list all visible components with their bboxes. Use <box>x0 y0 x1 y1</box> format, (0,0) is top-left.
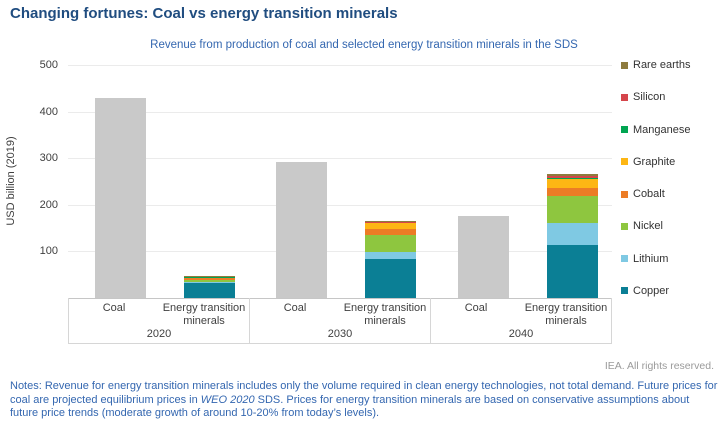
legend-swatch-graphite <box>621 158 628 166</box>
x-label-coal: Coal <box>102 302 126 314</box>
legend: Rare earths Silicon Manganese Graphite Cobal… <box>621 59 691 297</box>
footnotes: Notes: Revenue for energy transition min… <box>10 380 718 421</box>
y-tick-label: 300 <box>39 152 58 165</box>
gridline <box>68 111 612 113</box>
segment-copper-2030 <box>365 258 417 298</box>
x-axis-group-2020: Coal Energy transition minerals 2020 <box>68 298 249 343</box>
gridline <box>68 65 612 66</box>
segment-graphite-2030 <box>365 223 417 230</box>
gridline <box>68 204 612 206</box>
y-tick-label: 200 <box>39 198 58 211</box>
segment-lithium-2020 <box>184 281 235 283</box>
legend-item-silicon: Silicon <box>621 91 691 103</box>
gridline <box>68 158 612 160</box>
x-axis-bar-labels: Coal Energy transition minerals <box>69 298 249 328</box>
legend-label: Rare earths <box>633 59 691 71</box>
legend-label: Manganese <box>633 123 691 136</box>
x-label-energy-transition-minerals: Energy transition minerals <box>162 302 246 327</box>
chart-subtitle: Revenue from production of coal and sele… <box>150 39 578 51</box>
gridline <box>68 251 612 253</box>
segment-manganese-2040 <box>546 178 598 180</box>
segment-copper-2020 <box>184 282 235 298</box>
notes-italic-text: WEO 2020 <box>200 393 255 406</box>
legend-swatch-nickel <box>621 222 628 230</box>
page-title: Changing fortunes: Coal vs energy transi… <box>10 5 398 22</box>
x-axis-bar-labels: Coal Energy transition minerals <box>250 298 430 328</box>
x-label-coal: Coal <box>464 302 488 314</box>
x-label-energy-transition-minerals: Energy transition minerals <box>524 302 608 327</box>
segment-rare-earths-2030 <box>365 220 417 223</box>
energy-transition-minerals-bar-2020 <box>184 275 235 298</box>
x-label-coal: Coal <box>283 302 307 314</box>
x-label-year: 2040 <box>508 328 534 340</box>
legend-label: Graphite <box>633 155 676 168</box>
legend-swatch-rare-earths <box>621 61 628 69</box>
legend-swatch-silicon <box>621 93 628 101</box>
segment-graphite-2040 <box>546 179 598 188</box>
legend-item-copper: Copper <box>621 285 691 297</box>
legend-label: Nickel <box>633 220 663 233</box>
x-label-year: 2030 <box>327 328 353 340</box>
x-label-year: 2020 <box>146 328 172 340</box>
segment-lithium-2040 <box>546 222 598 246</box>
x-axis-group-2030: Coal Energy transition minerals 2030 <box>249 298 430 343</box>
legend-item-graphite: Graphite <box>621 156 691 168</box>
coal-bar-2040 <box>457 216 509 298</box>
legend-swatch-copper <box>621 287 628 295</box>
segment-silicon-2040 <box>546 176 598 179</box>
legend-label: Lithium <box>633 252 669 265</box>
segment-rare-earths-2040 <box>546 174 598 177</box>
segment-cobalt-2030 <box>365 229 417 236</box>
legend-swatch-lithium <box>621 255 628 263</box>
coal-bar-2030 <box>276 161 328 298</box>
segment-cobalt-2020 <box>184 278 235 280</box>
segment-graphite-2020 <box>184 277 235 279</box>
legend-label: Silicon <box>633 91 666 104</box>
coal-bar-2020 <box>95 97 146 298</box>
x-axis-group-2040: Coal Energy transition minerals 2040 <box>430 298 612 343</box>
legend-item-rare-earths: Rare earths <box>621 59 691 71</box>
legend-item-nickel: Nickel <box>621 220 691 232</box>
segment-nickel-2030 <box>365 235 417 252</box>
segment-cobalt-2040 <box>546 187 598 196</box>
y-tick-label: 500 <box>39 59 58 71</box>
legend-item-manganese: Manganese <box>621 124 691 136</box>
plot-area <box>68 65 612 299</box>
x-axis-bar-labels: Coal Energy transition minerals <box>431 298 611 328</box>
notes-text: Notes: Revenue for energy transition min… <box>10 380 718 406</box>
y-tick-label: 100 <box>39 245 58 258</box>
legend-item-cobalt: Cobalt <box>621 188 691 200</box>
y-axis-label: USD billion (2019) <box>5 136 17 226</box>
segment-nickel-2040 <box>546 195 598 223</box>
segment-nickel-2020 <box>184 279 235 282</box>
energy-transition-minerals-bar-2030 <box>365 220 417 298</box>
legend-label: Cobalt <box>633 188 665 201</box>
notes-text-suffix: SDS. Prices for energy transition minera… <box>10 393 690 420</box>
legend-item-lithium: Lithium <box>621 253 691 265</box>
legend-label: Copper <box>633 284 670 297</box>
y-tick-label: 400 <box>39 105 58 118</box>
x-label-energy-transition-minerals: Energy transition minerals <box>343 302 427 327</box>
copyright-text: IEA. All rights reserved. <box>604 360 714 372</box>
x-axis: Coal Energy transition minerals 2020 Coal En… <box>68 298 612 344</box>
energy-transition-minerals-bar-2040 <box>546 174 598 298</box>
segment-copper-2040 <box>546 245 598 298</box>
segment-rare-earths-2020 <box>184 275 235 277</box>
legend-swatch-cobalt <box>621 190 628 198</box>
legend-swatch-manganese <box>621 126 628 134</box>
segment-lithium-2030 <box>365 251 417 259</box>
